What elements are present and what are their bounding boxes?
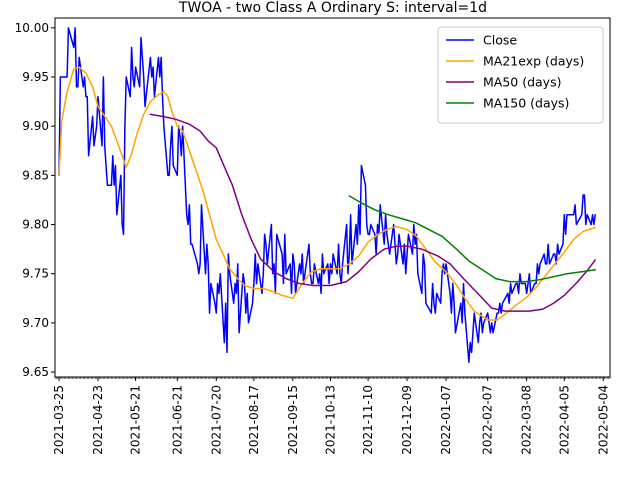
legend-box — [437, 26, 604, 124]
x-tick-label: 2021-05-21 — [129, 385, 143, 455]
x-tick-label: 2021-10-13 — [323, 385, 337, 455]
legend-label-close: Close — [483, 33, 517, 48]
x-tick-label: 2021-11-10 — [361, 385, 375, 455]
x-tick-label: 2021-07-20 — [209, 385, 223, 455]
series-line-ma150-days — [348, 195, 596, 283]
x-tick-label: 2021-06-21 — [170, 385, 184, 455]
y-tick-label: 9.90 — [22, 119, 49, 133]
x-tick-label: 2021-09-15 — [286, 385, 300, 455]
x-tick-label: 2021-04-23 — [91, 385, 105, 455]
x-tick-label: 2022-04-05 — [557, 385, 571, 455]
series-layer — [58, 27, 596, 363]
legend: Close MA21exp (days) MA50 (days) MA150 (day… — [437, 26, 604, 124]
legend-label-ma150-days: MA150 (days) — [483, 96, 569, 111]
chart-title: TWOA - two Class A Ordinary S: interval=… — [178, 0, 487, 16]
legend-label-ma50-days: MA50 (days) — [483, 75, 561, 90]
legend-label-ma21exp-days: MA21exp (days) — [483, 54, 584, 69]
y-tick-label: 9.65 — [22, 365, 49, 379]
series-line-close — [58, 27, 596, 363]
x-tick-label: 2022-05-04 — [596, 385, 610, 455]
y-tick-label: 9.70 — [22, 316, 49, 330]
x-tick-label: 2022-01-07 — [439, 385, 453, 455]
y-tick-label: 9.85 — [22, 168, 49, 182]
plot-frame — [54, 17, 611, 378]
y-tick-label: 9.95 — [22, 70, 49, 84]
y-tick-label: 9.75 — [22, 267, 49, 281]
axes: 9.65 9.70 9.75 9.80 9.85 9.90 9.95 10.00 2021-03… — [15, 17, 611, 455]
x-tick-label: 2021-12-09 — [400, 385, 414, 455]
y-tick-label: 9.80 — [22, 218, 49, 232]
x-tick-label: 2021-03-25 — [52, 385, 66, 455]
x-tick-label: 2022-03-08 — [520, 385, 534, 455]
series-line-ma50-days — [149, 113, 596, 312]
x-tick-label: 2022-02-07 — [481, 385, 495, 455]
x-tick-label: 2021-08-17 — [247, 385, 261, 455]
series-line-ma21exp-days — [58, 66, 596, 321]
y-tick-label: 10.00 — [15, 21, 49, 35]
